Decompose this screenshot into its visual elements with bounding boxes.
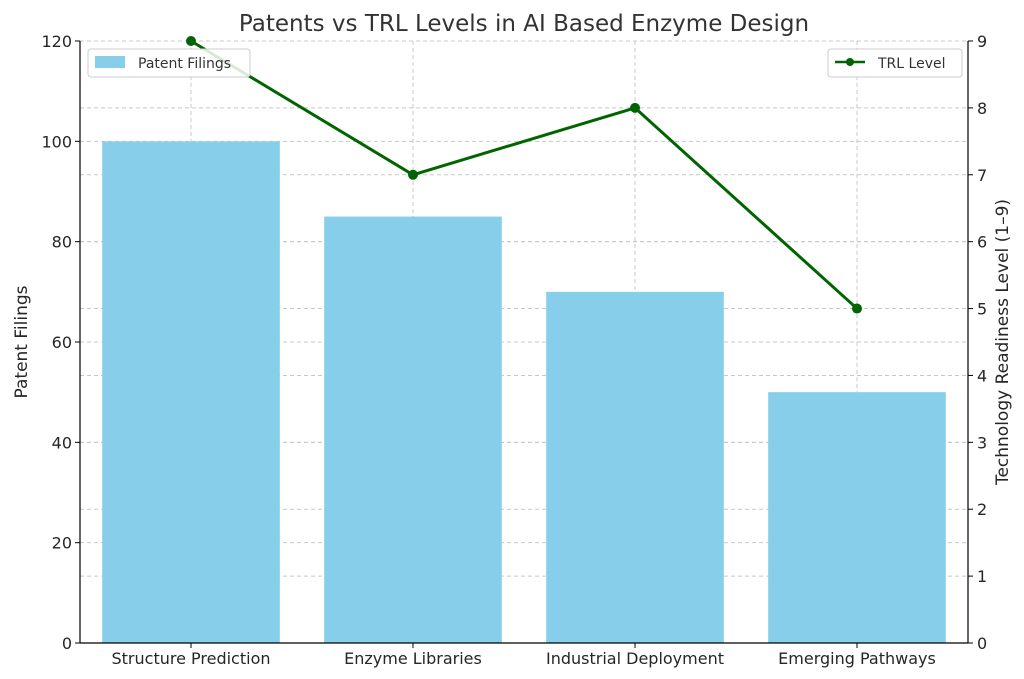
y2-tick-label: 7	[977, 166, 987, 185]
x-tick-label: Enzyme Libraries	[344, 649, 482, 668]
legend-swatch-bar	[95, 56, 125, 68]
y-tick-label: 60	[52, 333, 72, 352]
trl-point	[408, 169, 418, 180]
bar	[768, 392, 946, 643]
bar	[546, 291, 724, 643]
bars	[102, 141, 946, 644]
y-tick-label: 120	[41, 32, 72, 51]
legend-label: Patent Filings	[138, 56, 231, 72]
trl-point	[630, 102, 640, 113]
trl-line-series	[186, 36, 862, 314]
legend-box	[87, 48, 251, 78]
y-tick-label: 80	[52, 233, 72, 252]
trl-line	[190, 39, 859, 310]
y-axis-label: Patent Filings	[12, 285, 32, 398]
legend-trl-level: TRL Level	[827, 48, 963, 78]
legend-swatch-marker	[846, 58, 854, 66]
y-tick-label: 100	[41, 132, 72, 151]
y2-tick-label: 0	[977, 634, 987, 653]
x-tick-label: Structure Prediction	[112, 649, 271, 668]
axes: 0 20 40 60 80 100 120 0 1 2 3 4 5 6 7 8 9 Structure Predi…	[41, 32, 987, 668]
y2-tick-label: 8	[977, 99, 987, 118]
y-tick-label: 20	[52, 534, 72, 553]
legend-patent-filings: Patent Filings	[87, 48, 251, 78]
y2-tick-label: 6	[977, 233, 987, 252]
x-tick-label: Industrial Deployment	[546, 649, 724, 668]
legend-box	[827, 48, 963, 78]
y-tick-label: 40	[52, 433, 72, 452]
y2-tick-label: 4	[977, 366, 987, 385]
y2-axis-label: Technology Readiness Level (1–9)	[993, 199, 1013, 486]
y-tick-label: 0	[62, 634, 72, 653]
y2-tick-label: 9	[977, 32, 987, 51]
x-tick-label: Emerging Pathways	[778, 649, 936, 668]
y2-tick-label: 5	[977, 300, 987, 319]
legend-label: TRL Level	[877, 56, 945, 72]
trl-point	[852, 303, 862, 314]
y2-tick-label: 1	[977, 567, 987, 586]
bar	[324, 216, 502, 644]
chart-title: Patents vs TRL Levels in AI Based Enzyme…	[239, 11, 809, 37]
y2-tick-label: 2	[977, 500, 987, 519]
y2-tick-label: 3	[977, 433, 987, 452]
bar	[102, 141, 280, 644]
trl-point	[186, 36, 196, 46]
